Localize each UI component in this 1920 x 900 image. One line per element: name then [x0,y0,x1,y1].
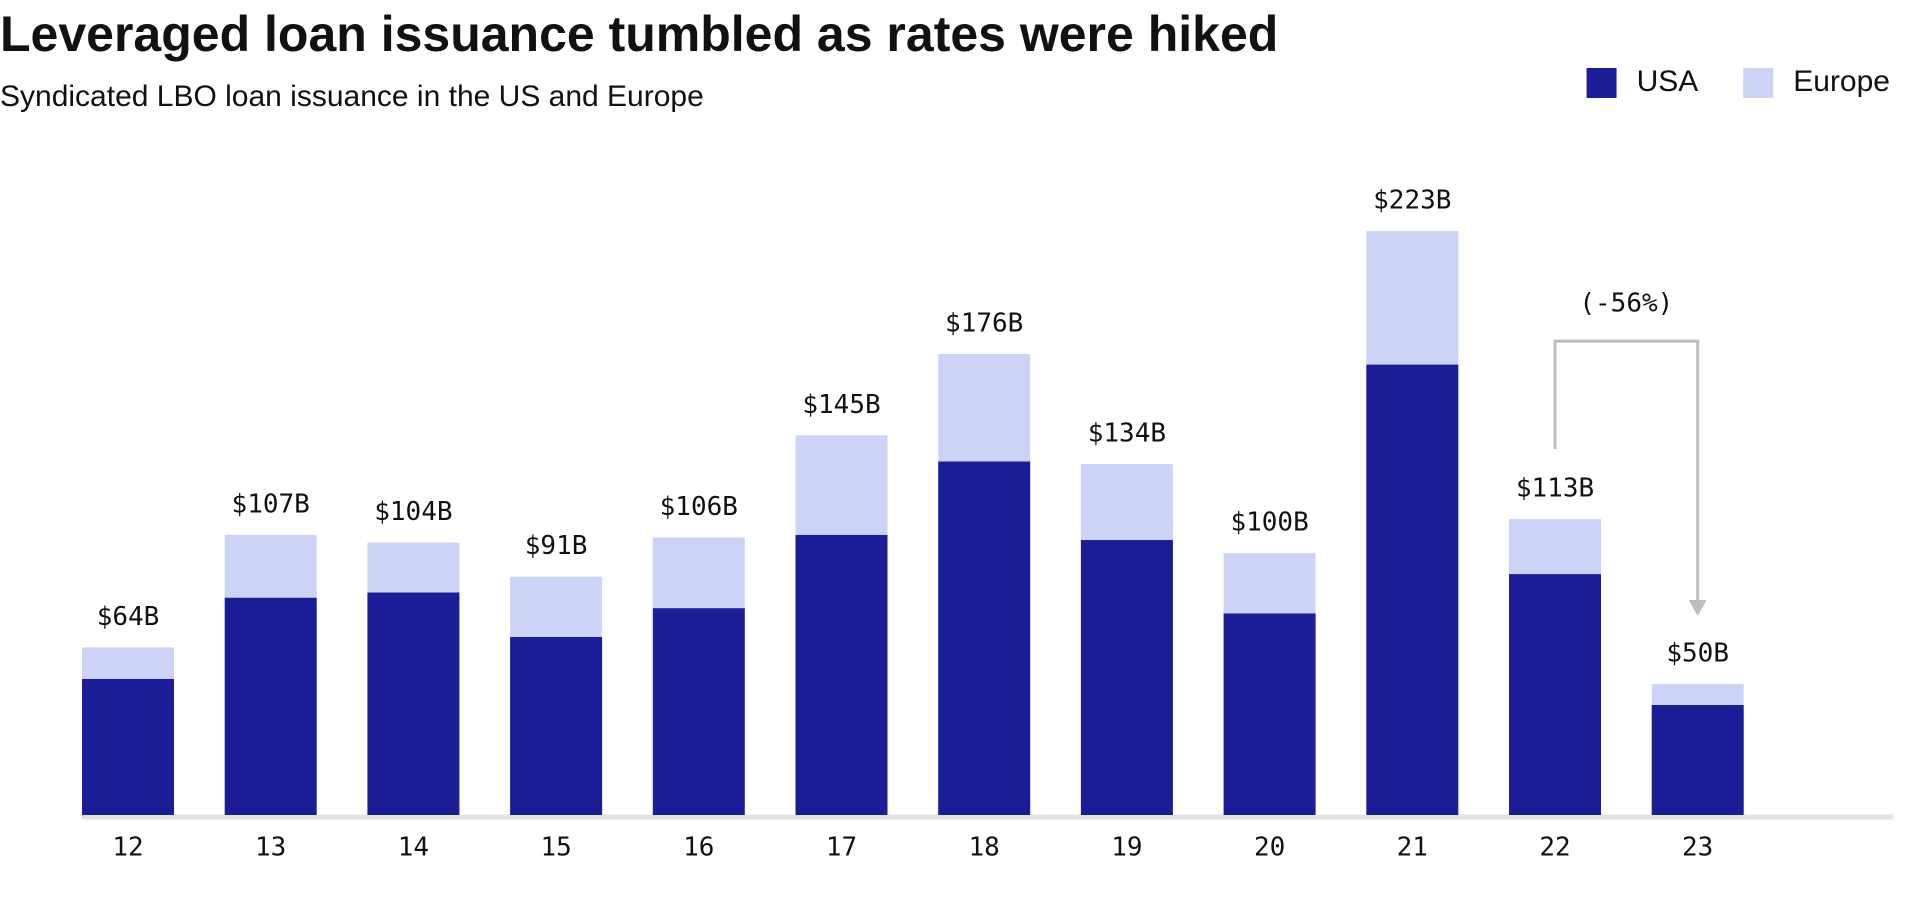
legend-label: Europe [1793,65,1890,98]
total-label: $107B [232,489,310,519]
total-label: $134B [1088,419,1166,449]
total-label: $50B [1666,639,1729,669]
bar-segment [938,354,1031,462]
chart-title: Leveraged loan issuance tumbled as rates… [0,6,1278,62]
bar-segment [652,608,745,815]
total-label: $91B [525,531,588,561]
bar-segment [1080,464,1173,541]
legend-swatch [1586,68,1617,98]
bar-segment [1509,519,1601,575]
bar-segment [224,597,317,815]
bar-segment [82,678,174,815]
bar-segment [367,542,460,593]
x-tick-label: 15 [540,833,571,863]
bar-segment [82,647,174,679]
bar-segment [510,576,603,637]
x-tick-label: 17 [826,833,857,863]
x-tick-label: 22 [1539,833,1570,863]
bar-segment [510,636,603,815]
bar-segment [1080,540,1173,815]
legend-swatch [1743,68,1774,98]
x-tick-label: 13 [255,833,286,863]
x-tick-label: 21 [1397,833,1428,863]
total-label: $106B [660,492,738,522]
x-tick-label: 12 [112,833,143,863]
bar-segment [652,537,745,609]
bar-segment [367,592,460,815]
total-label: $145B [802,390,880,420]
change-arrowhead [1688,600,1707,617]
total-label: $223B [1373,186,1451,216]
change-bracket [1553,339,1700,615]
bar-segment [795,534,888,815]
x-tick-label: 14 [398,833,429,863]
total-label: $104B [374,497,452,527]
total-label: $64B [97,602,160,632]
legend-label: USA [1637,65,1699,98]
chart-subtitle: Syndicated LBO loan issuance in the US a… [0,80,704,113]
bar-segment [1366,231,1459,365]
bar-segment [1651,684,1744,706]
bar-segment [1509,574,1601,815]
total-label: $176B [945,309,1023,339]
x-tick-label: 23 [1682,833,1713,863]
bar-segment [1223,553,1316,614]
x-tick-label: 18 [969,833,1000,863]
bar-segment [938,461,1031,815]
change-annotation: (-56%) [1579,289,1673,319]
x-tick-label: 20 [1254,833,1285,863]
total-label: $113B [1516,474,1594,504]
x-tick-label: 16 [683,833,714,863]
bar-segment [1223,613,1316,815]
bar-segment [1366,364,1459,815]
bar-segment [1651,705,1744,815]
bar-segment [224,534,317,598]
total-label: $100B [1230,508,1308,538]
x-tick-label: 19 [1111,833,1142,863]
bar-segment [795,435,888,535]
